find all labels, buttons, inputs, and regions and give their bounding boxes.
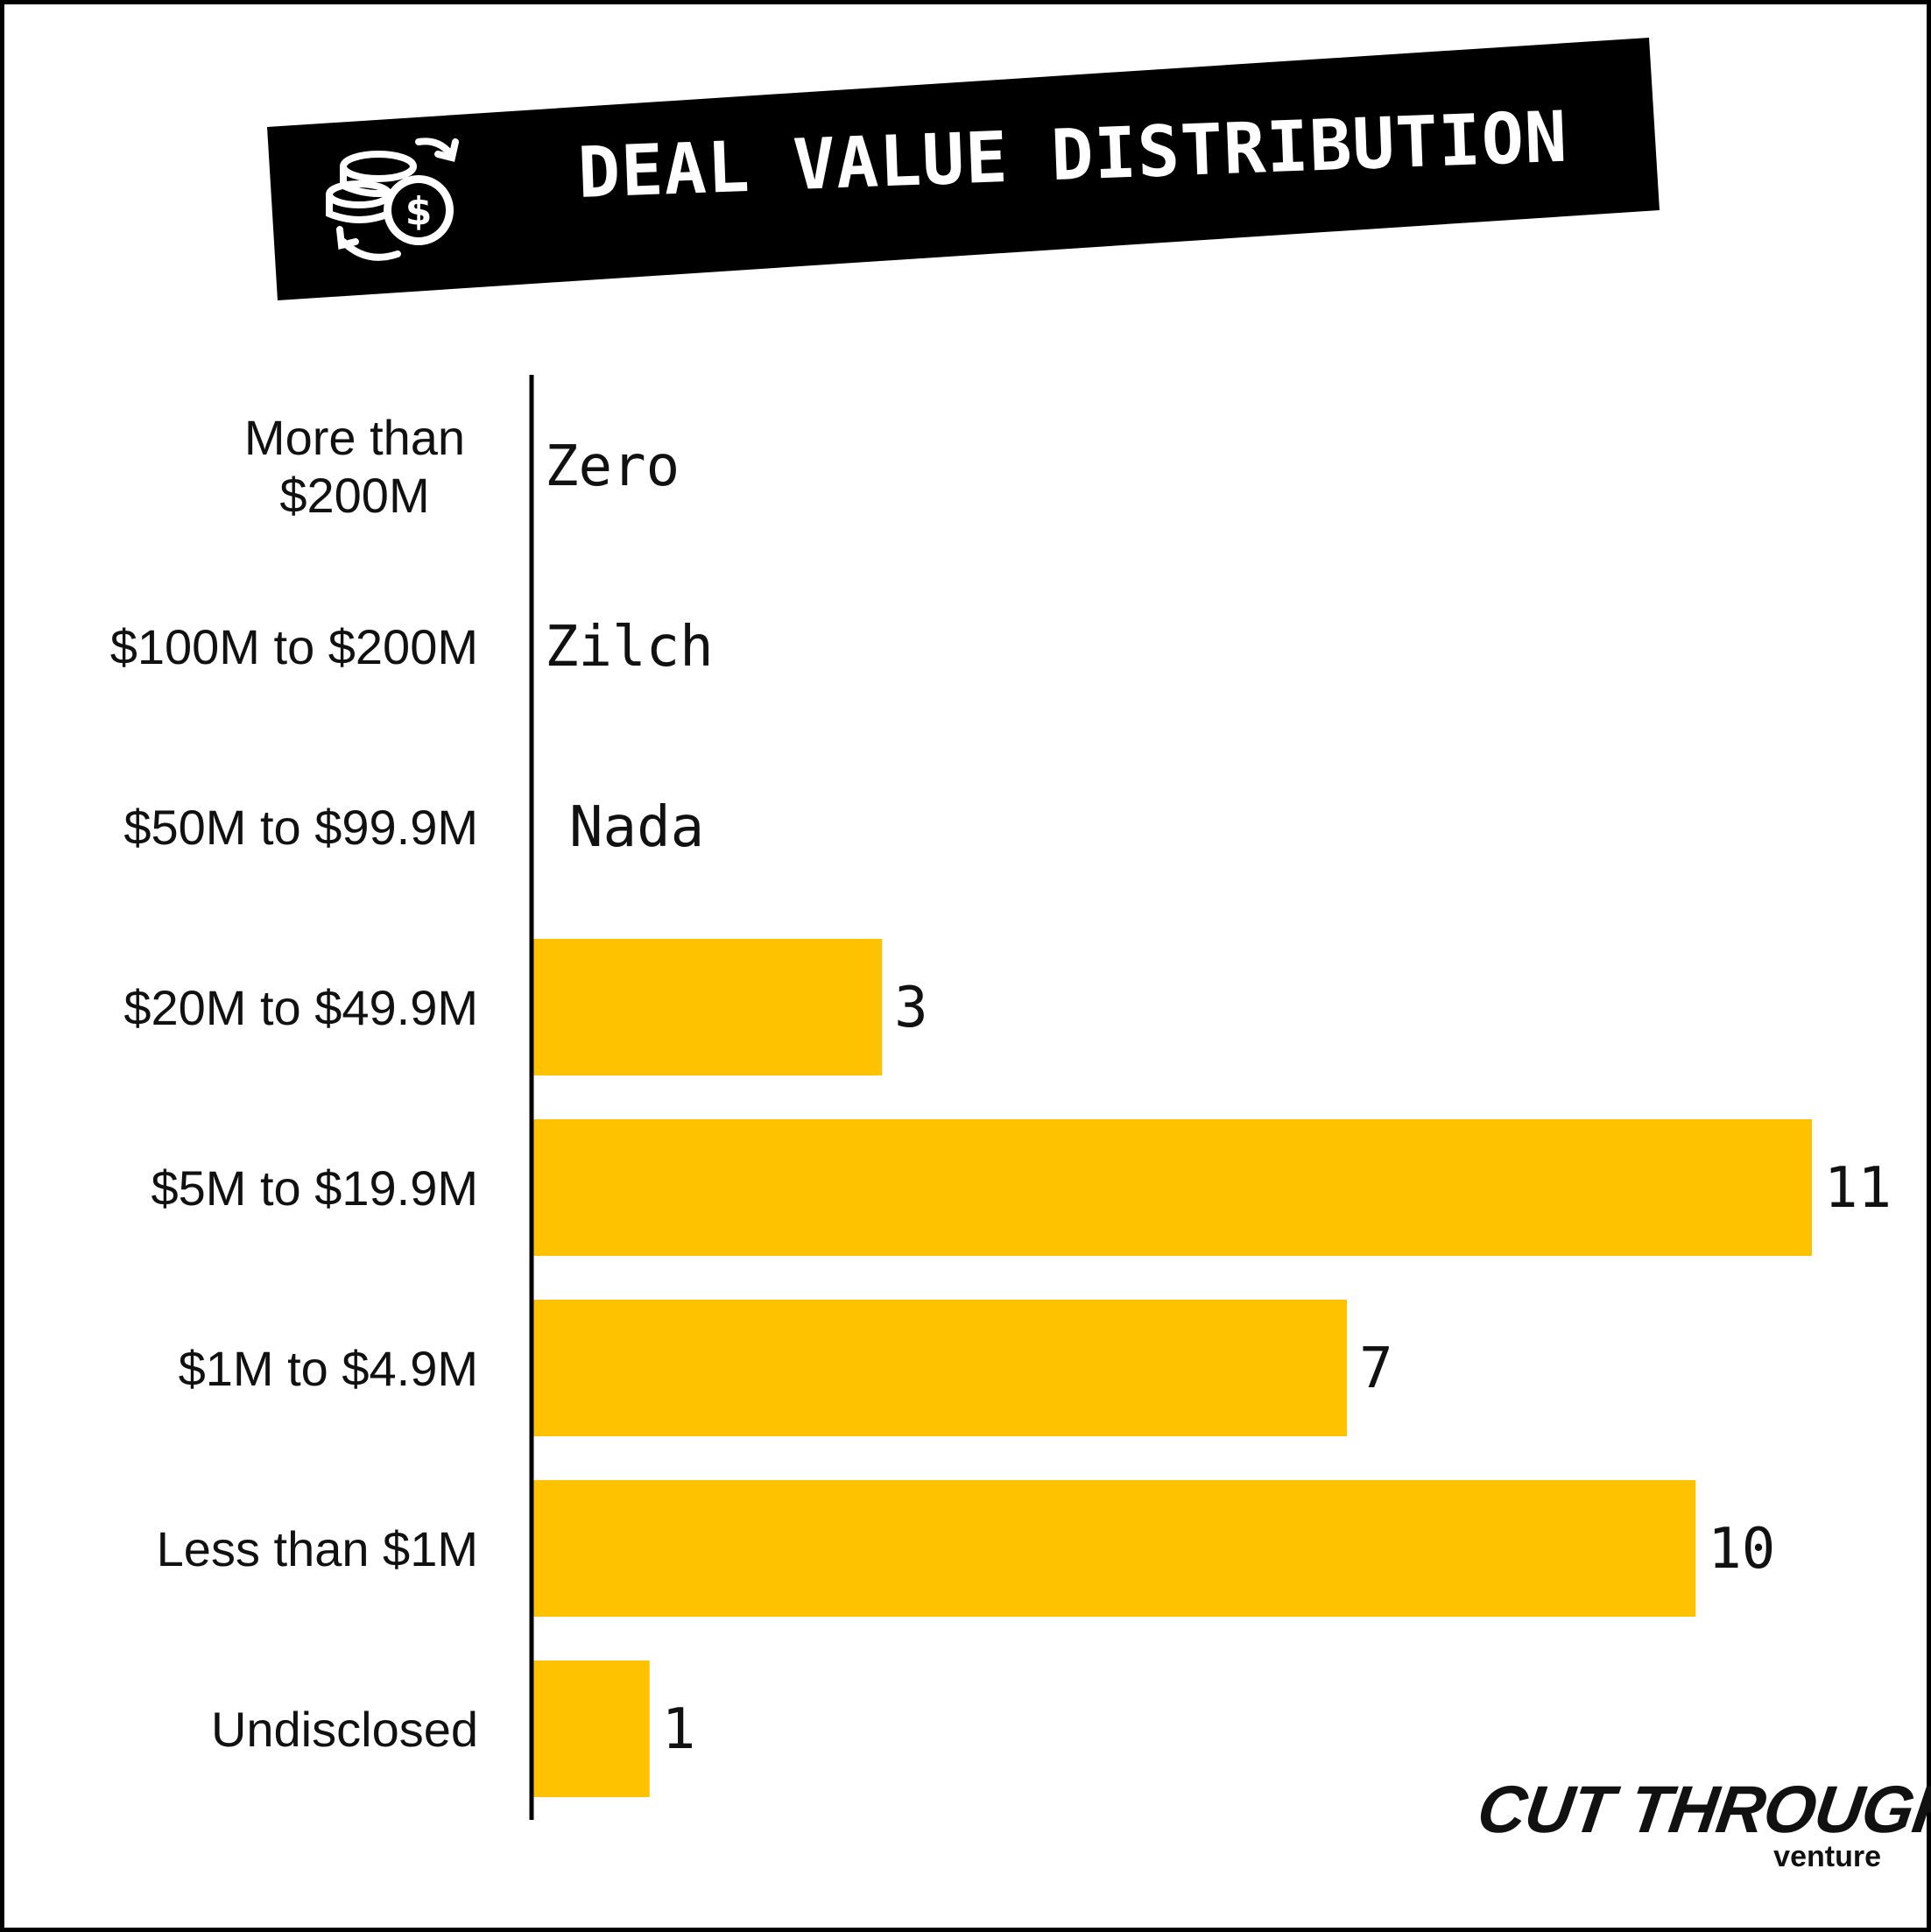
- category-label: More than $200M: [244, 410, 465, 523]
- coins-exchange-icon: $: [326, 137, 459, 261]
- category-label: Undisclosed: [211, 1702, 478, 1757]
- value-label: 7: [1359, 1336, 1393, 1401]
- value-label: Zilch: [545, 615, 714, 680]
- value-label: Zero: [545, 434, 680, 499]
- value-label: 3: [894, 976, 928, 1040]
- bar: [533, 939, 883, 1075]
- logo-subtitle: venture: [1773, 1840, 1881, 1873]
- value-label: 10: [1708, 1517, 1775, 1582]
- value-label: 11: [1824, 1156, 1892, 1221]
- category-label: $5M to $19.9M: [151, 1160, 478, 1216]
- value-label: 1: [662, 1697, 696, 1762]
- category-label: $20M to $49.9M: [123, 980, 478, 1035]
- bar: [533, 1300, 1348, 1436]
- value-label: Nada: [569, 795, 704, 860]
- brand-logo: CUT THROUGH venture: [1473, 1771, 1931, 1874]
- bar: [533, 1661, 650, 1797]
- bar: [533, 1480, 1696, 1617]
- bar: [533, 1119, 1812, 1256]
- logo-wordmark: CUT THROUGH: [1473, 1773, 1931, 1847]
- svg-text:$: $: [405, 189, 433, 234]
- title-banner: [267, 38, 1660, 300]
- category-label: $50M to $99.9M: [123, 800, 478, 855]
- category-label: $100M to $200M: [110, 619, 478, 674]
- category-label: Less than $1M: [157, 1521, 478, 1576]
- category-label: $1M to $4.9M: [179, 1341, 478, 1396]
